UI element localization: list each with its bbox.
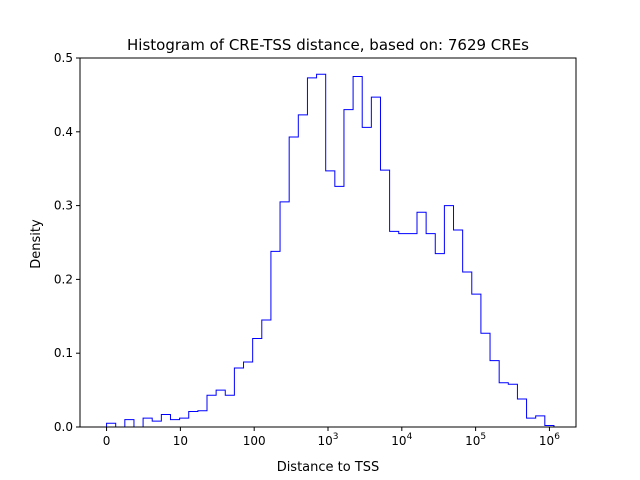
- axes-frame: [79, 57, 577, 428]
- y-tick-label: 0.3: [54, 199, 73, 213]
- y-tick-label: 0.2: [54, 272, 73, 286]
- y-tick-label: 0.1: [54, 346, 73, 360]
- y-tick-label: 0.5: [54, 51, 73, 65]
- y-axis-label: Density: [29, 219, 44, 269]
- y-axis: 0.0 0.1 0.2 0.3 0.4 0.5: [54, 51, 80, 434]
- histogram-step-line: [106, 73, 555, 428]
- x-tick-label: 10: [173, 434, 188, 448]
- chart-title: Histogram of CRE-TSS distance, based on:…: [127, 36, 529, 54]
- x-tick-label: 0: [103, 434, 111, 448]
- y-tick-label: 0.0: [54, 420, 73, 434]
- x-tick-label: 100: [243, 434, 266, 448]
- x-axis-label: Distance to TSS: [277, 460, 380, 475]
- x-tick-label: 103: [317, 432, 338, 448]
- y-tick-label: 0.4: [54, 125, 73, 139]
- x-axis: 0 10 100 103 104 105 106: [103, 427, 560, 448]
- x-tick-label: 104: [391, 432, 412, 448]
- x-tick-label: 106: [539, 432, 560, 448]
- plot-area: [79, 57, 577, 428]
- x-tick-label: 105: [465, 432, 486, 448]
